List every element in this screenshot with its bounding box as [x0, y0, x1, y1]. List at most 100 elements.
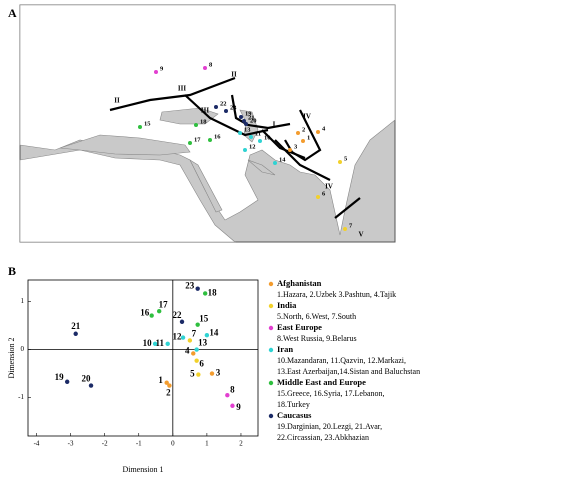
map-site	[316, 195, 320, 199]
point	[191, 351, 196, 356]
point-label: 18	[208, 288, 218, 298]
map-site-label: 3	[294, 143, 298, 150]
map-site-label: 4	[322, 125, 326, 132]
boundary-label: V	[358, 231, 363, 239]
map-site	[208, 138, 212, 142]
map-site-label: 8	[209, 61, 213, 68]
map-site-label: 20	[250, 117, 257, 124]
x-axis-title: Dimension 1	[122, 465, 163, 474]
map-site-label: 19	[245, 110, 252, 117]
map-site	[316, 130, 320, 134]
map-site-label: 10	[264, 134, 271, 141]
point	[204, 333, 210, 338]
map-site-label: 13	[244, 126, 251, 133]
legend-label: India	[277, 300, 297, 310]
x-tick-label: 0	[171, 440, 175, 448]
boundary-label: II	[114, 97, 120, 105]
point-label: 6	[199, 359, 204, 369]
y-tick-label: 1	[21, 297, 25, 305]
map-site	[239, 115, 243, 119]
map-site-label: 23	[230, 104, 237, 111]
point-label: 9	[236, 402, 241, 412]
legend-description: 22.Circassian, 23.Abkhazian	[277, 433, 369, 442]
map-site-label: 17	[194, 136, 201, 143]
point	[202, 291, 208, 296]
point	[88, 383, 94, 388]
map-site	[154, 70, 158, 74]
map-site	[203, 66, 207, 70]
map-site-label: 7	[349, 222, 353, 229]
point	[195, 286, 200, 291]
legend-marker	[268, 347, 274, 353]
boundary-line	[334, 197, 361, 219]
map-site-label: 22	[220, 100, 227, 107]
legend-description: 5.North, 6.West, 7.South	[277, 312, 356, 321]
map-site	[249, 135, 253, 139]
boundary-label: IV	[325, 183, 333, 191]
legend-description: 15.Greece, 16.Syria, 17.Lebanon,	[277, 389, 385, 398]
map-site	[242, 119, 246, 123]
point	[165, 341, 170, 347]
y-tick-label: -1	[18, 393, 24, 401]
map	[19, 4, 396, 243]
map-site-label: 21	[248, 114, 255, 121]
map-site-label: 9	[160, 65, 164, 72]
point-label: 11	[155, 338, 164, 348]
legend-label: Middle East and Europe	[277, 377, 366, 387]
map-site	[214, 105, 218, 109]
legend-marker	[268, 413, 274, 419]
point-label: 10	[143, 338, 153, 348]
point-label: 13	[198, 338, 208, 348]
legend-description: 18.Turkey	[277, 400, 310, 409]
red-sea	[189, 159, 223, 213]
boundary-line	[184, 94, 269, 137]
x-tick-label: -1	[136, 440, 142, 448]
map-site	[296, 131, 300, 135]
point	[195, 322, 200, 327]
point-label: 19	[55, 372, 65, 382]
map-site	[238, 131, 242, 135]
point	[209, 371, 215, 376]
map-site-label: 2	[302, 126, 305, 133]
point-label: 16	[140, 308, 150, 318]
point	[196, 372, 201, 377]
map-site	[194, 123, 198, 127]
boundary-label: IV	[303, 113, 311, 121]
legend-description: 13.East Azerbaijan,14.Sistan and Baluchs…	[277, 367, 420, 376]
point-label: 4	[185, 346, 190, 356]
map-site	[188, 141, 192, 145]
map-site	[138, 125, 142, 129]
point-label: 8	[230, 384, 235, 394]
point-label: 21	[71, 321, 81, 331]
plot-frame	[27, 279, 259, 437]
point	[167, 383, 172, 388]
point-label: 17	[159, 299, 169, 309]
point	[194, 347, 199, 352]
x-tick-label: -3	[68, 440, 74, 448]
map-site-label: 12	[249, 143, 256, 150]
point	[64, 379, 70, 384]
point-label: 2	[166, 388, 171, 398]
legend-label: Caucasus	[277, 410, 312, 420]
map-site	[224, 109, 228, 113]
map-site-label: 14	[279, 156, 286, 163]
point	[179, 319, 185, 324]
point	[156, 309, 162, 314]
map-site	[343, 227, 347, 231]
panel-label: A	[8, 6, 17, 20]
legend-label: East Europe	[277, 322, 322, 332]
map-site	[273, 161, 277, 165]
point-label: 3	[216, 368, 221, 378]
legend-marker	[268, 380, 274, 386]
map-site	[288, 148, 292, 152]
x-tick-label: 2	[239, 440, 243, 448]
y-axis-title: Dimension 2	[7, 337, 16, 378]
y-tick-label: 0	[21, 345, 25, 353]
legend-marker	[268, 325, 274, 331]
legend-description: 10.Mazandaran, 11.Qazvin, 12.Markazi,	[277, 356, 406, 365]
land-africa	[19, 149, 236, 243]
map-site-label: 18	[200, 118, 207, 125]
point-label: 15	[199, 314, 209, 324]
legend-marker	[268, 281, 274, 287]
point-label: 20	[82, 374, 92, 384]
